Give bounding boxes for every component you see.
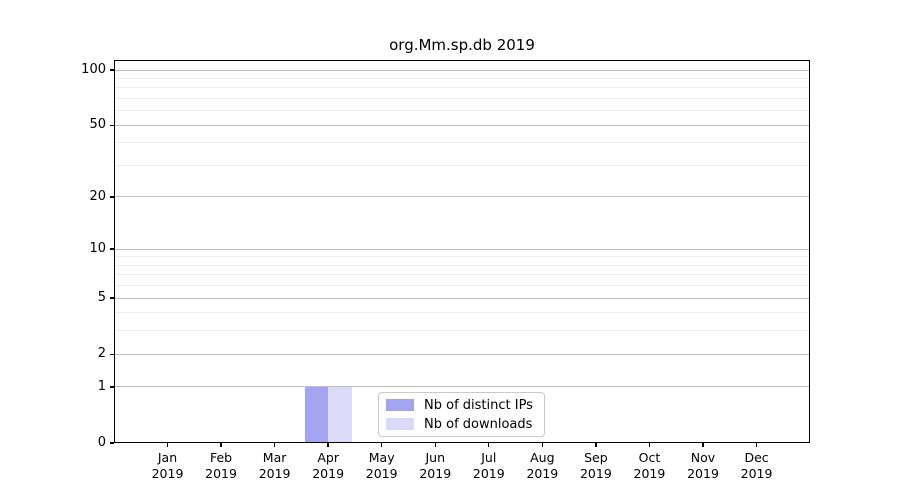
x-tick-label: May 2019 — [365, 450, 398, 481]
minor-gridline — [115, 97, 809, 99]
y-axis-tick — [110, 248, 114, 250]
y-tick-label: 20 — [89, 188, 106, 204]
x-tick-label: Jul 2019 — [472, 450, 505, 481]
major-gridline — [115, 196, 809, 198]
y-tick-label: 2 — [97, 346, 106, 362]
x-axis-tick — [381, 443, 383, 447]
legend-swatch-distinct-ips — [386, 399, 414, 411]
y-axis-tick — [110, 386, 114, 388]
legend-label-distinct-ips: Nb of distinct IPs — [424, 397, 533, 413]
legend: Nb of distinct IPs Nb of downloads — [378, 392, 545, 437]
x-axis-tick — [488, 443, 490, 447]
major-gridline — [115, 386, 809, 388]
x-axis-tick — [755, 443, 758, 447]
x-axis-tick — [220, 443, 222, 447]
y-tick-label: 10 — [89, 241, 106, 257]
major-gridline — [115, 353, 809, 355]
y-tick-label: 100 — [81, 62, 106, 77]
x-tick-label: Apr 2019 — [312, 450, 345, 481]
x-axis-tick — [648, 443, 651, 447]
minor-gridline — [115, 330, 809, 332]
major-gridline — [115, 124, 809, 126]
minor-gridline — [115, 274, 809, 276]
x-tick-label: Oct 2019 — [633, 450, 666, 481]
x-axis-tick — [702, 443, 704, 447]
minor-gridline — [115, 312, 809, 314]
x-axis-tick — [327, 443, 329, 447]
minor-gridline — [115, 164, 809, 166]
bar-distinct-ips — [304, 386, 329, 442]
x-tick-label: Jun 2019 — [419, 450, 452, 481]
minor-gridline — [115, 142, 809, 144]
y-tick-label: 1 — [97, 378, 106, 394]
major-gridline — [115, 69, 809, 71]
major-gridline — [115, 248, 809, 250]
x-tick-label: Jan 2019 — [151, 450, 184, 481]
minor-gridline — [115, 264, 809, 266]
minor-gridline — [115, 77, 809, 79]
x-tick-label: Nov 2019 — [687, 450, 719, 481]
y-axis-tick — [110, 442, 114, 444]
x-tick-label: Mar 2019 — [258, 450, 291, 481]
minor-gridline — [115, 110, 809, 112]
x-axis-tick — [166, 443, 169, 447]
y-tick-label: 50 — [89, 117, 106, 133]
minor-gridline — [115, 256, 809, 258]
x-axis-tick — [595, 443, 597, 447]
legend-item-downloads: Nb of downloads — [386, 416, 544, 432]
plot-area — [114, 60, 810, 443]
x-tick-label: Dec 2019 — [740, 450, 773, 481]
minor-gridline — [115, 87, 809, 89]
y-axis-tick — [110, 69, 114, 71]
legend-item-distinct-ips: Nb of distinct IPs — [386, 397, 544, 413]
x-tick-label: Sep 2019 — [579, 450, 612, 481]
bar-downloads — [328, 386, 352, 442]
y-axis-tick — [110, 353, 114, 355]
chart-title: org.Mm.sp.db 2019 — [389, 36, 535, 54]
y-tick-label: 5 — [97, 290, 106, 306]
x-axis-tick — [541, 443, 544, 447]
legend-swatch-downloads — [386, 418, 414, 430]
x-tick-label: Aug 2019 — [526, 450, 559, 481]
legend-label-downloads: Nb of downloads — [424, 416, 533, 432]
x-axis-tick — [273, 443, 276, 447]
x-tick-label: Feb 2019 — [205, 450, 237, 481]
y-axis-tick — [110, 196, 114, 198]
y-tick-label: 0 — [97, 435, 106, 450]
major-gridline — [115, 297, 809, 299]
x-axis-tick — [434, 443, 436, 447]
y-axis-tick — [110, 124, 114, 126]
y-axis-tick — [110, 297, 114, 299]
minor-gridline — [115, 285, 809, 287]
